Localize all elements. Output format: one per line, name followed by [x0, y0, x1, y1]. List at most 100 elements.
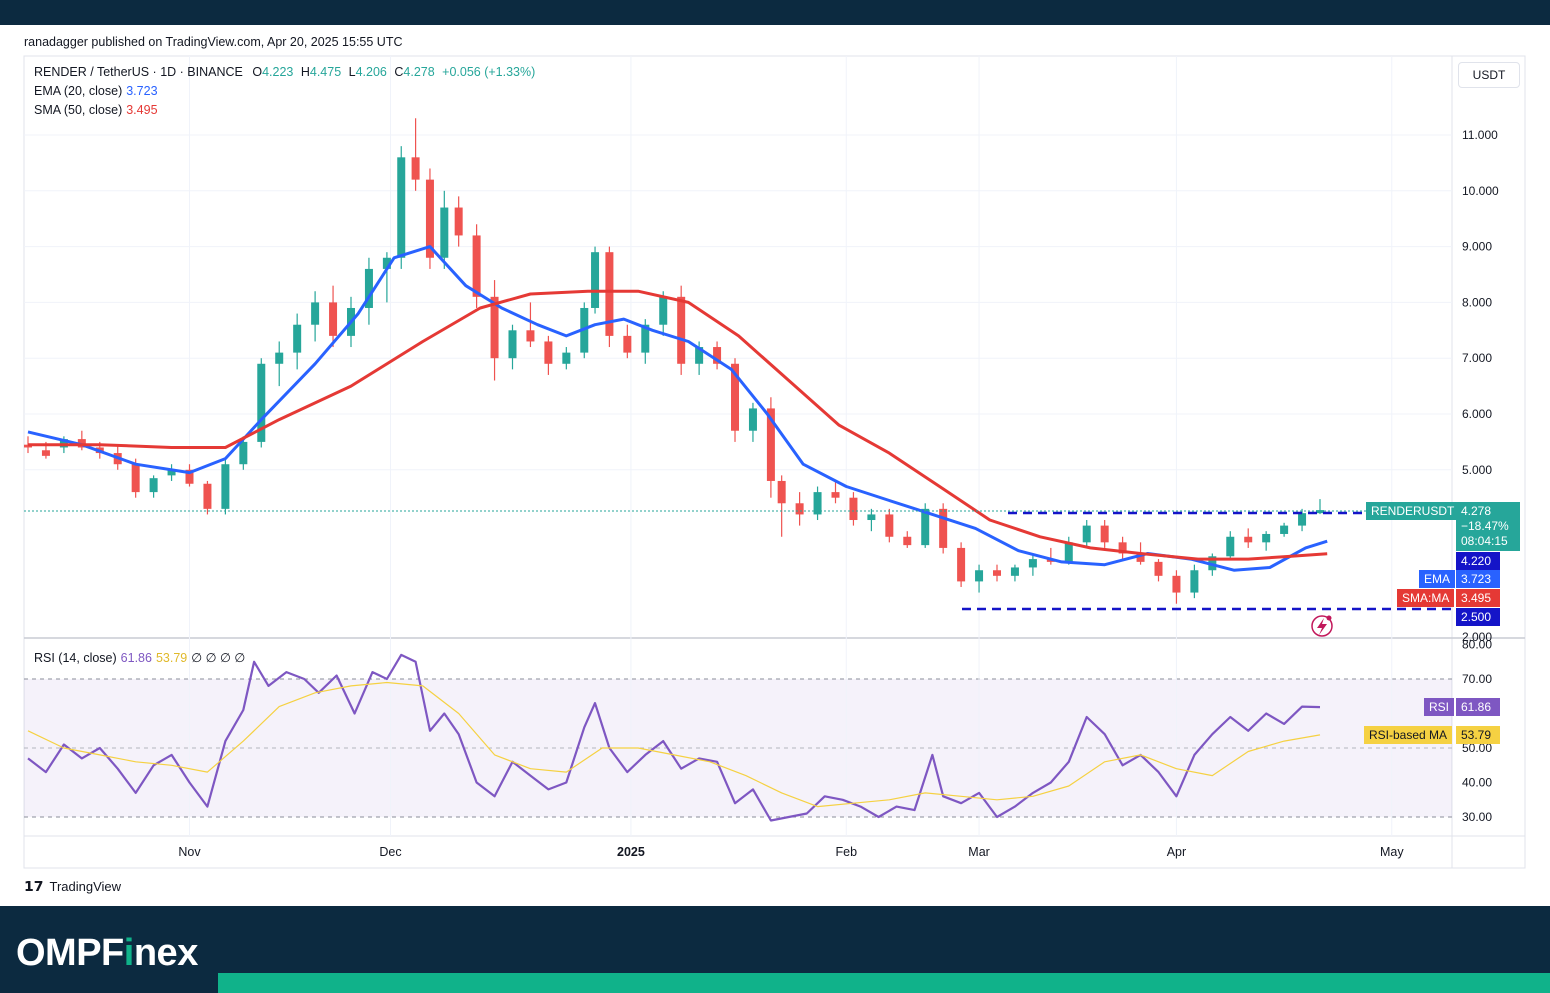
- ema-legend[interactable]: EMA (20, close) 3.723: [34, 84, 158, 98]
- ema-axis-tag: EMA: [1419, 570, 1456, 588]
- high-value: 4.475: [309, 65, 342, 79]
- lightning-icon[interactable]: [1311, 615, 1333, 637]
- currency-selector[interactable]: USDT: [1458, 62, 1520, 88]
- rsi-line: [27, 653, 1321, 822]
- candle-body: [695, 347, 704, 364]
- candle-body: [1262, 533, 1271, 543]
- rsi-extra: ∅ ∅ ∅ ∅: [191, 651, 246, 665]
- time-tick-label: Feb: [835, 845, 857, 859]
- candle-body: [131, 464, 140, 493]
- candle-body: [677, 296, 686, 364]
- low-value: 4.206: [355, 65, 387, 79]
- price-tick-label: 10.000: [1462, 184, 1499, 198]
- candle-body: [1226, 536, 1235, 557]
- time-tick-label: Nov: [178, 845, 201, 859]
- candle-body: [1064, 542, 1073, 562]
- rsi-legend[interactable]: RSI (14, close) 61.86 53.79 ∅ ∅ ∅ ∅: [34, 650, 245, 665]
- candle-body: [239, 441, 248, 465]
- candle-body: [623, 335, 632, 353]
- candle-body: [293, 324, 302, 353]
- candle-body: [1010, 567, 1019, 576]
- level-low-tag: 2.500: [1456, 608, 1500, 626]
- candle-body: [508, 330, 517, 359]
- level-high-tag: 4.220: [1456, 552, 1500, 570]
- candle-body: [975, 570, 984, 582]
- price-tick-label: 7.000: [1462, 351, 1492, 365]
- candle-body: [275, 352, 284, 364]
- rsi-tick-label: 80.00: [1462, 638, 1492, 652]
- last-price-tag: 4.278 −18.47% 08:04:15: [1456, 502, 1520, 551]
- price-tick-label: 6.000: [1462, 407, 1492, 421]
- candle-body: [813, 492, 822, 515]
- candle-body: [425, 179, 434, 258]
- sma-value: 3.495: [126, 103, 158, 117]
- ema-axis-value: 3.723: [1456, 570, 1500, 588]
- low-label: L: [348, 65, 356, 79]
- candle-body: [382, 257, 391, 269]
- candle-body: [777, 480, 786, 504]
- candle-body: [867, 514, 876, 521]
- candle-body: [939, 508, 948, 548]
- candle-body: [440, 207, 449, 258]
- close-label: C: [394, 65, 404, 79]
- rsi-label: RSI (14, close): [34, 651, 117, 665]
- sma-legend[interactable]: SMA (50, close) 3.495: [34, 103, 158, 117]
- candle-body: [748, 408, 757, 431]
- tradingview-watermark[interactable]: 𝟭𝟳 TradingView: [24, 878, 121, 895]
- candle-body: [1280, 525, 1289, 534]
- candle-body: [41, 450, 50, 456]
- ema-label: EMA (20, close): [34, 84, 123, 98]
- rsi-tick-label: 30.00: [1462, 810, 1492, 824]
- brand-part-c: nex: [133, 932, 198, 974]
- candle-body: [1316, 510, 1324, 514]
- candle-body: [454, 207, 463, 236]
- candle-body: [766, 408, 775, 481]
- chart-frame: [23, 55, 1526, 869]
- brand-logo[interactable]: OMPFinex: [16, 932, 198, 975]
- candle-body: [957, 547, 966, 582]
- candle-body: [1082, 525, 1091, 543]
- candle-body: [993, 570, 1001, 576]
- candle-body: [1100, 525, 1109, 543]
- symbol-line: RENDER / TetherUS · 1D · BINANCE: [34, 65, 243, 79]
- candle-body: [731, 363, 740, 431]
- candle-body: [364, 268, 373, 308]
- candle-body: [1244, 536, 1253, 543]
- publish-line: ranadagger published on TradingView.com,…: [24, 35, 403, 49]
- candle-body: [591, 252, 600, 308]
- candle-body: [544, 341, 553, 364]
- candle-body: [659, 296, 668, 325]
- last-price-change: −18.47%: [1461, 519, 1509, 533]
- rsi-tick-label: 50.00: [1462, 741, 1492, 755]
- rsi-tick-label: 40.00: [1462, 776, 1492, 790]
- tradingview-label: TradingView: [49, 879, 122, 894]
- candle-body: [1028, 559, 1037, 568]
- price-tick-label: 5.000: [1462, 463, 1492, 477]
- candle-body: [397, 157, 406, 258]
- tradingview-logo-icon: 𝟭𝟳: [24, 878, 44, 894]
- candle-body: [641, 324, 650, 353]
- symbol-legend[interactable]: RENDER / TetherUS · 1D · BINANCE O4.223 …: [34, 65, 535, 79]
- candle-body: [849, 497, 858, 521]
- symbol-tag: RENDERUSDT: [1366, 502, 1460, 520]
- candle-body: [149, 478, 158, 493]
- footer-accent-strip: [218, 973, 1550, 993]
- sma-label: SMA (50, close): [34, 103, 123, 117]
- candle-body: [1136, 553, 1145, 562]
- open-label: O: [252, 65, 263, 79]
- time-tick-label: Mar: [968, 845, 990, 859]
- candle-body: [167, 469, 176, 476]
- candle-body: [185, 469, 194, 484]
- candle-body: [526, 330, 535, 342]
- price-tick-label: 8.000: [1462, 295, 1492, 309]
- bar-countdown: 08:04:15: [1461, 534, 1508, 548]
- sma-axis-tag: SMA:MA: [1397, 589, 1455, 607]
- price-tick-label: 11.000: [1462, 128, 1498, 142]
- candle-body: [221, 464, 230, 509]
- rsi-value: 61.86: [120, 651, 152, 665]
- candle-body: [311, 302, 320, 325]
- time-tick-label: Apr: [1167, 845, 1186, 859]
- time-tick-label: Dec: [379, 845, 401, 859]
- close-value: 4.278: [403, 65, 435, 79]
